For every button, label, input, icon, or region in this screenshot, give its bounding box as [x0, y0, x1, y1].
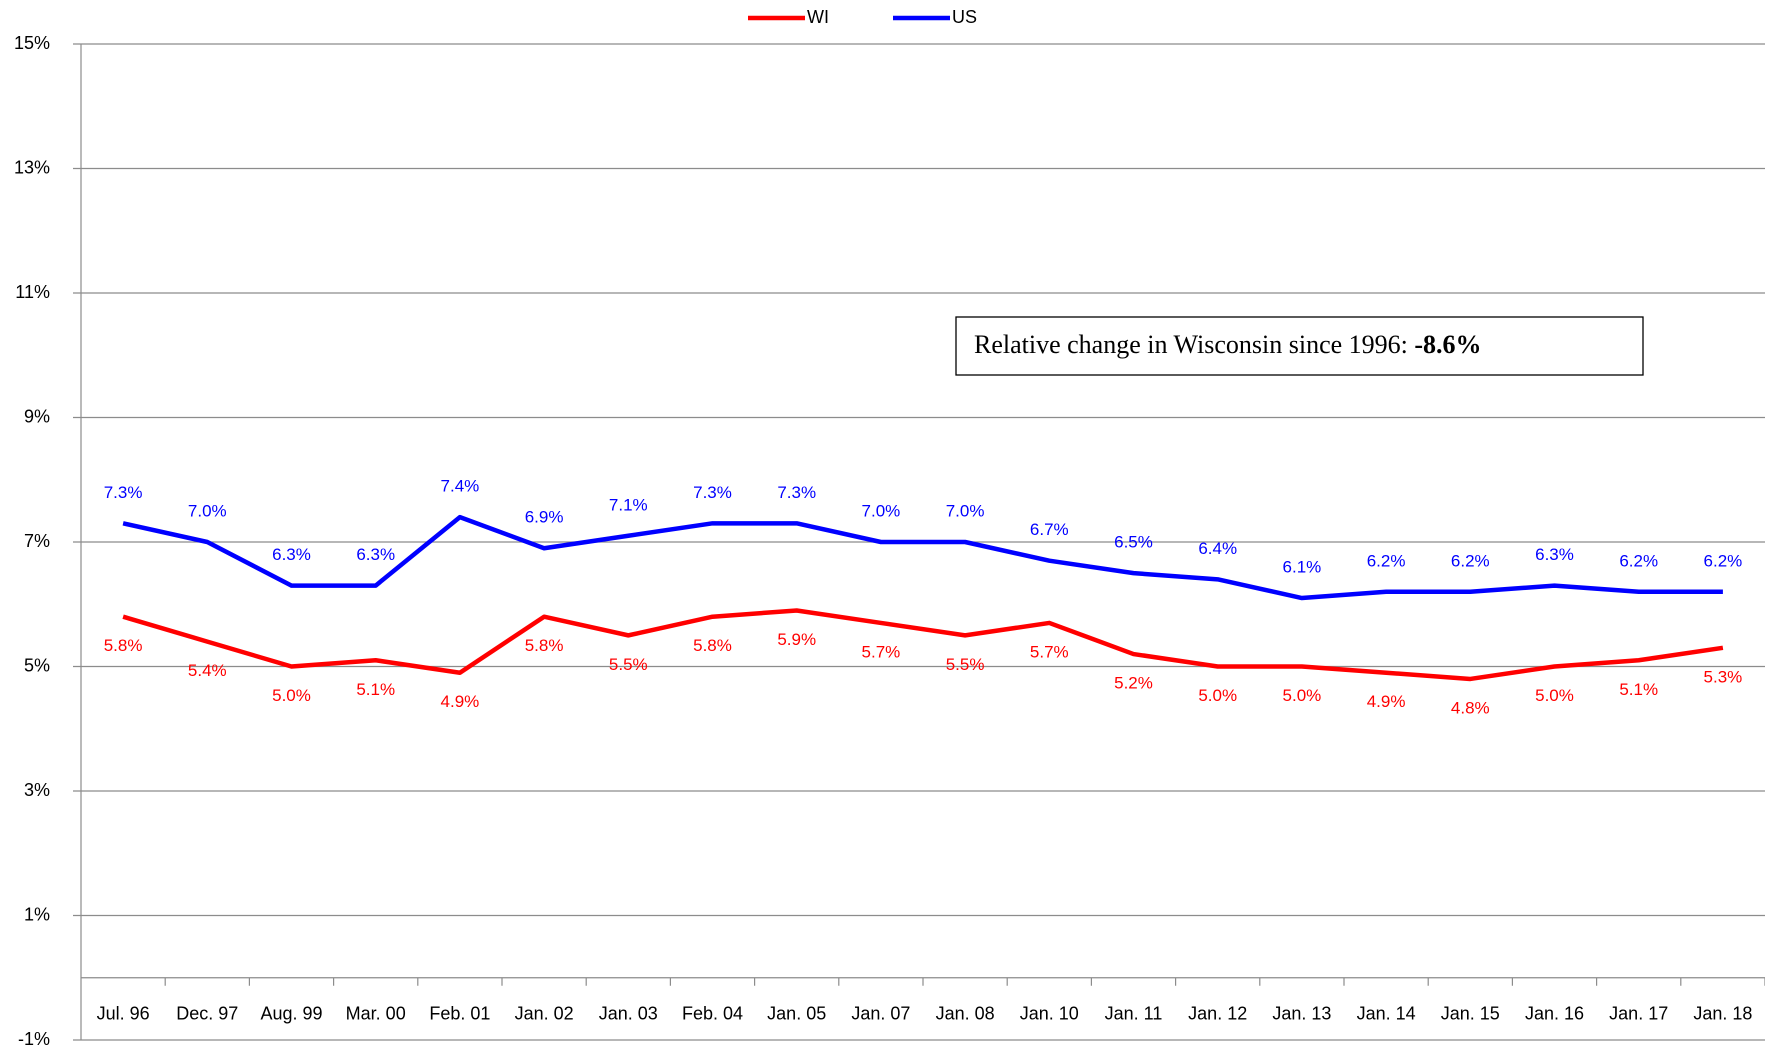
series-line	[122, 514, 1723, 601]
x-tick-label: Jan. 16	[1525, 1004, 1584, 1024]
x-tick-label: Jan. 12	[1188, 1004, 1247, 1024]
data-label: 5.8%	[525, 636, 564, 655]
data-label: 5.5%	[609, 655, 648, 674]
data-label: 6.3%	[272, 545, 311, 564]
x-tick-label: Jan. 11	[1105, 1004, 1163, 1024]
data-label: 5.9%	[777, 630, 816, 649]
y-tick-label: 9%	[24, 406, 50, 426]
y-tick-label: 15%	[14, 33, 50, 53]
annotation-text: Relative change in Wisconsin since 1996:	[974, 330, 1414, 359]
x-tick-label: Jan. 14	[1357, 1004, 1416, 1024]
annotation-value: -8.6%	[1414, 330, 1481, 359]
x-tick-label: Jan. 15	[1441, 1004, 1500, 1024]
y-tick-label: -1%	[18, 1029, 50, 1049]
data-label: 4.9%	[1367, 692, 1406, 711]
data-label: 5.5%	[946, 655, 985, 674]
x-tick-label: Dec. 97	[176, 1004, 238, 1024]
data-label: 6.2%	[1704, 551, 1743, 570]
data-label: 7.4%	[441, 477, 480, 496]
data-label: 7.3%	[104, 483, 143, 502]
data-label: 4.9%	[441, 692, 480, 711]
data-label: 5.8%	[104, 636, 143, 655]
data-label: 5.0%	[272, 686, 311, 705]
data-label: 7.3%	[693, 483, 732, 502]
data-label: 6.1%	[1283, 558, 1322, 577]
x-tick-label: Jan. 07	[851, 1004, 910, 1024]
annotation: Relative change in Wisconsin since 1996:…	[974, 330, 1482, 359]
series-line	[122, 608, 1724, 682]
x-tick-label: Mar. 00	[346, 1004, 406, 1024]
annotation-box	[955, 316, 1644, 376]
x-tick-label: Feb. 01	[429, 1004, 490, 1024]
data-label: 6.3%	[356, 545, 395, 564]
data-label: 5.0%	[1535, 686, 1574, 705]
data-label: 5.1%	[1619, 680, 1658, 699]
y-tick-label: 5%	[24, 655, 50, 675]
data-label: 5.8%	[693, 636, 732, 655]
x-tick-label: Aug. 99	[260, 1004, 322, 1024]
y-tick-label: 13%	[14, 157, 50, 177]
data-label: 5.4%	[188, 661, 227, 680]
data-label: 5.3%	[1704, 667, 1743, 686]
data-label: 6.4%	[1198, 539, 1237, 558]
legend-label: US	[952, 7, 977, 27]
data-label: 7.0%	[946, 501, 985, 520]
data-label: 7.0%	[862, 501, 901, 520]
data-label: 4.8%	[1451, 698, 1490, 717]
y-tick-label: 11%	[15, 282, 50, 302]
data-label: 6.2%	[1451, 551, 1490, 570]
x-tick-label: Feb. 04	[682, 1004, 743, 1024]
x-tick-label: Jan. 02	[515, 1004, 574, 1024]
data-label: 5.0%	[1198, 686, 1237, 705]
x-tick-label: Jan. 17	[1609, 1004, 1668, 1024]
x-tick-label: Jan. 08	[936, 1004, 995, 1024]
data-label: 6.5%	[1114, 533, 1153, 552]
y-tick-label: 7%	[24, 531, 50, 551]
data-label: 7.1%	[609, 495, 648, 514]
x-tick-label: Jan. 13	[1272, 1004, 1331, 1024]
data-label: 6.7%	[1030, 520, 1069, 539]
x-tick-label: Jan. 18	[1693, 1004, 1752, 1024]
data-label: 6.3%	[1535, 545, 1574, 564]
x-tick-label: Jan. 10	[1020, 1004, 1079, 1024]
legend-label: WI	[807, 7, 829, 27]
data-label: 5.0%	[1283, 686, 1322, 705]
data-label: 6.9%	[525, 508, 564, 527]
data-label: 5.1%	[356, 680, 395, 699]
x-tick-label: Jul. 96	[97, 1004, 150, 1024]
data-label: 7.0%	[188, 501, 227, 520]
data-label: 6.2%	[1367, 551, 1406, 570]
data-label: 7.3%	[777, 483, 816, 502]
y-tick-label: 3%	[24, 780, 50, 800]
x-tick-label: Jan. 03	[599, 1004, 658, 1024]
y-tick-label: 1%	[24, 904, 50, 924]
data-label: 5.2%	[1114, 674, 1153, 693]
x-tick-label: Jan. 05	[767, 1004, 826, 1024]
data-label: 6.2%	[1619, 551, 1658, 570]
data-label: 5.7%	[862, 642, 901, 661]
data-label: 5.7%	[1030, 642, 1069, 661]
